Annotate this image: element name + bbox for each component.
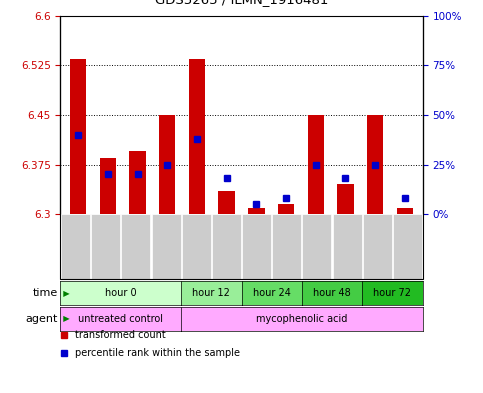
Text: hour 48: hour 48 — [313, 288, 351, 298]
Bar — [218, 191, 235, 214]
Bar — [159, 115, 175, 214]
Bar — [397, 208, 413, 214]
Text: GSM1133723: GSM1133723 — [108, 219, 117, 270]
Text: ▶: ▶ — [58, 314, 70, 323]
Text: GSM1133724: GSM1133724 — [138, 219, 146, 270]
Text: hour 0: hour 0 — [105, 288, 137, 298]
Bar — [278, 204, 294, 214]
Text: transformed count: transformed count — [75, 331, 166, 340]
Text: GSM1133732: GSM1133732 — [375, 219, 384, 270]
Text: GSM1133722: GSM1133722 — [78, 219, 87, 270]
Text: hour 24: hour 24 — [253, 288, 291, 298]
Bar — [308, 115, 324, 214]
Text: GSM1133731: GSM1133731 — [345, 219, 355, 270]
Text: agent: agent — [26, 314, 58, 324]
Text: percentile rank within the sample: percentile rank within the sample — [75, 348, 240, 358]
Text: GSM1133733: GSM1133733 — [405, 219, 414, 270]
Text: mycophenolic acid: mycophenolic acid — [256, 314, 348, 324]
Text: GSM1133725: GSM1133725 — [167, 219, 176, 270]
Text: ▶: ▶ — [58, 289, 70, 298]
Bar — [99, 158, 116, 214]
Text: GSM1133726: GSM1133726 — [197, 219, 206, 270]
Text: GSM1133730: GSM1133730 — [316, 219, 325, 270]
Text: time: time — [33, 288, 58, 298]
Bar — [70, 59, 86, 214]
Text: GSM1133728: GSM1133728 — [256, 219, 265, 270]
Bar — [248, 208, 265, 214]
Bar — [129, 151, 146, 214]
Bar — [189, 59, 205, 214]
Text: GDS5265 / ILMN_1916481: GDS5265 / ILMN_1916481 — [155, 0, 328, 6]
Text: hour 72: hour 72 — [373, 288, 412, 298]
Bar — [367, 115, 384, 214]
Text: GSM1133727: GSM1133727 — [227, 219, 236, 270]
Text: GSM1133729: GSM1133729 — [286, 219, 295, 270]
Text: untreated control: untreated control — [78, 314, 163, 324]
Text: hour 12: hour 12 — [192, 288, 230, 298]
Bar — [337, 184, 354, 214]
